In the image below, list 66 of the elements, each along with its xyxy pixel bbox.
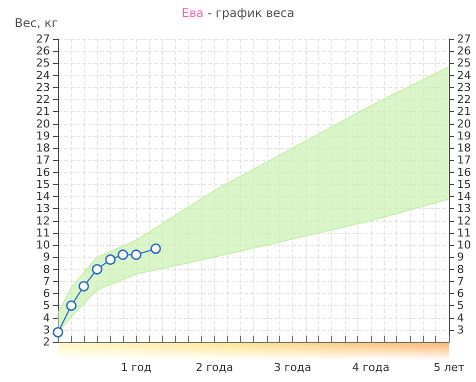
y2-tick-label: 20 [457, 117, 471, 130]
point [66, 300, 77, 311]
y2-tick-label: 23 [457, 80, 471, 94]
point [52, 327, 64, 338]
y2-tick-label: 13 [457, 202, 471, 216]
y2-tick-label: 26 [457, 44, 471, 58]
y-tick-label: 4 [43, 311, 50, 324]
y-tick-label: 20 [36, 117, 50, 130]
y2-tick-label: 22 [457, 93, 471, 106]
y2-tick-label: 27 [457, 32, 471, 46]
y2-tick-label: 4 [457, 311, 464, 324]
y2-tick-label: 18 [457, 142, 471, 155]
y-tick-label: 17 [36, 154, 50, 167]
point [118, 249, 128, 260]
y2-tick-label: 15 [457, 178, 471, 191]
y-tick-label: 6 [43, 287, 50, 300]
y-tick-label: 27 [36, 32, 50, 46]
y2-tick-label: 6 [457, 287, 464, 300]
y-tick-label: 2 [43, 336, 50, 348]
y2-tick-label: 14 [457, 190, 471, 204]
point [130, 249, 142, 260]
point [78, 281, 90, 292]
y2-tick-label: 5 [457, 299, 464, 312]
x-tick-label: 2 года [196, 361, 234, 374]
y-tick-label: 15 [36, 178, 50, 191]
x-tick-label: 3 года [274, 361, 312, 374]
x-tick-label: 4 года [352, 361, 390, 374]
y-tick-label: 14 [36, 190, 50, 204]
y2-tick-label: 7 [457, 274, 464, 288]
y-tick-label: 5 [43, 299, 50, 312]
y2-tick-label: 3 [457, 323, 464, 336]
y2-tick-label: 11 [457, 226, 471, 240]
y-tick-label: 24 [36, 68, 50, 82]
y2-tick-label: 10 [457, 238, 471, 252]
x-tick-label: 5 лет [434, 361, 465, 374]
y2-tick-label: 21 [457, 105, 471, 118]
chart-title: Ева - график веса [182, 6, 294, 20]
y2-tick-label: 19 [457, 129, 471, 142]
y2-tick-label: 25 [457, 56, 471, 70]
y2-tick-label: 8 [457, 262, 464, 276]
y-tick-label: 10 [36, 238, 50, 252]
y-tick-label: 16 [36, 166, 50, 179]
y2-tick-label: 24 [457, 68, 471, 82]
y-tick-label: 23 [36, 80, 50, 94]
y-tick-label: 19 [36, 129, 50, 142]
y-tick-label: 12 [36, 214, 50, 228]
y-tick-label: 7 [43, 274, 50, 288]
y-tick-label: 11 [36, 226, 50, 240]
y-tick-label: 22 [36, 93, 50, 106]
x-tick-label: 1 год [120, 361, 152, 374]
y-tick-label: 8 [43, 262, 50, 276]
y2-tick-label: 16 [457, 166, 471, 179]
y-tick-label: 18 [36, 142, 50, 155]
y-tick-label: 25 [36, 56, 50, 70]
point [105, 254, 116, 265]
y-axis-title: Вес, кг [14, 16, 58, 30]
y-tick-label: 9 [43, 250, 50, 264]
y-tick-label: 3 [43, 323, 50, 336]
y2-tick-label: 9 [457, 250, 464, 264]
y-tick-label: 21 [36, 105, 50, 118]
point [150, 243, 161, 254]
y2-tick-label: 12 [457, 214, 471, 228]
y2-tick-label: 17 [457, 154, 471, 167]
y-tick-label: 13 [36, 202, 50, 216]
point [92, 264, 102, 275]
y-tick-label: 26 [36, 44, 50, 58]
